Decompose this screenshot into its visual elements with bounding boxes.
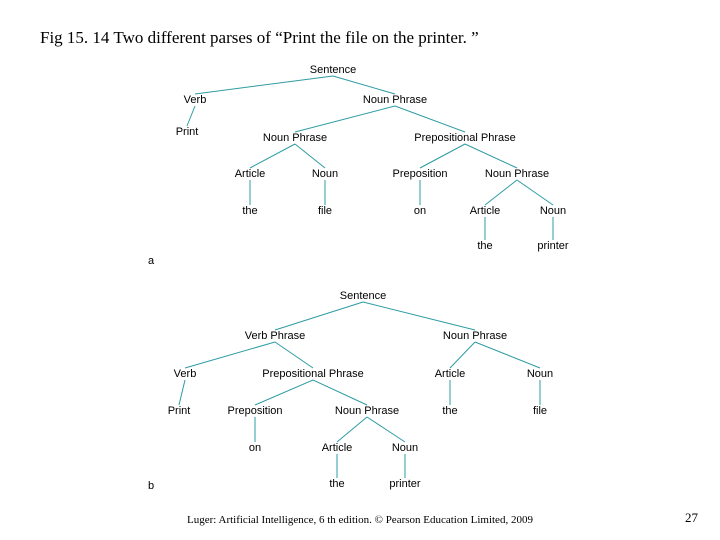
tree-node: Noun Phrase [263,132,327,144]
tree-node: printer [537,240,568,252]
tree-node: Sentence [340,290,386,302]
tree-node: on [414,205,426,217]
tree-node: the [329,478,344,490]
tree-node: Noun [392,442,418,454]
tree-node: Noun [540,205,566,217]
tree-node: Sentence [310,64,356,76]
tree-node: Preposition [227,405,282,417]
parse-trees-diagram: Sentence Verb Noun Phrase Print Noun Phrase P… [145,60,585,490]
tree-node: Noun Phrase [363,94,427,106]
tree-node: Verb Phrase [245,330,306,342]
figure-caption: Fig 15. 14 Two different parses of “Prin… [40,28,479,48]
tree-node: Prepositional Phrase [414,132,516,144]
tree-side-label: b [148,480,154,492]
tree-node: Noun Phrase [335,405,399,417]
tree-node: Noun [312,168,338,180]
tree-node: the [242,205,257,217]
tree-node: the [477,240,492,252]
footer-citation: Luger: Artificial Intelligence, 6 th edi… [0,514,720,526]
tree-node: Print [176,126,199,138]
tree-node: printer [389,478,420,490]
tree-side-label: a [148,255,154,267]
tree-node: file [533,405,547,417]
tree-node: Noun [527,368,553,380]
tree-node: Verb [174,368,197,380]
page-number: 27 [685,510,698,526]
tree-node: Article [322,442,353,454]
tree-node: Noun Phrase [485,168,549,180]
tree-node: Prepositional Phrase [262,368,364,380]
tree-node: file [318,205,332,217]
tree-node: on [249,442,261,454]
tree-node: Print [168,405,191,417]
tree-node: Noun Phrase [443,330,507,342]
tree-node: Verb [184,94,207,106]
tree-edges-svg [145,60,585,490]
tree-node: Article [435,368,466,380]
tree-node: Article [470,205,501,217]
tree-node: Preposition [392,168,447,180]
tree-node: Article [235,168,266,180]
tree-node: the [442,405,457,417]
